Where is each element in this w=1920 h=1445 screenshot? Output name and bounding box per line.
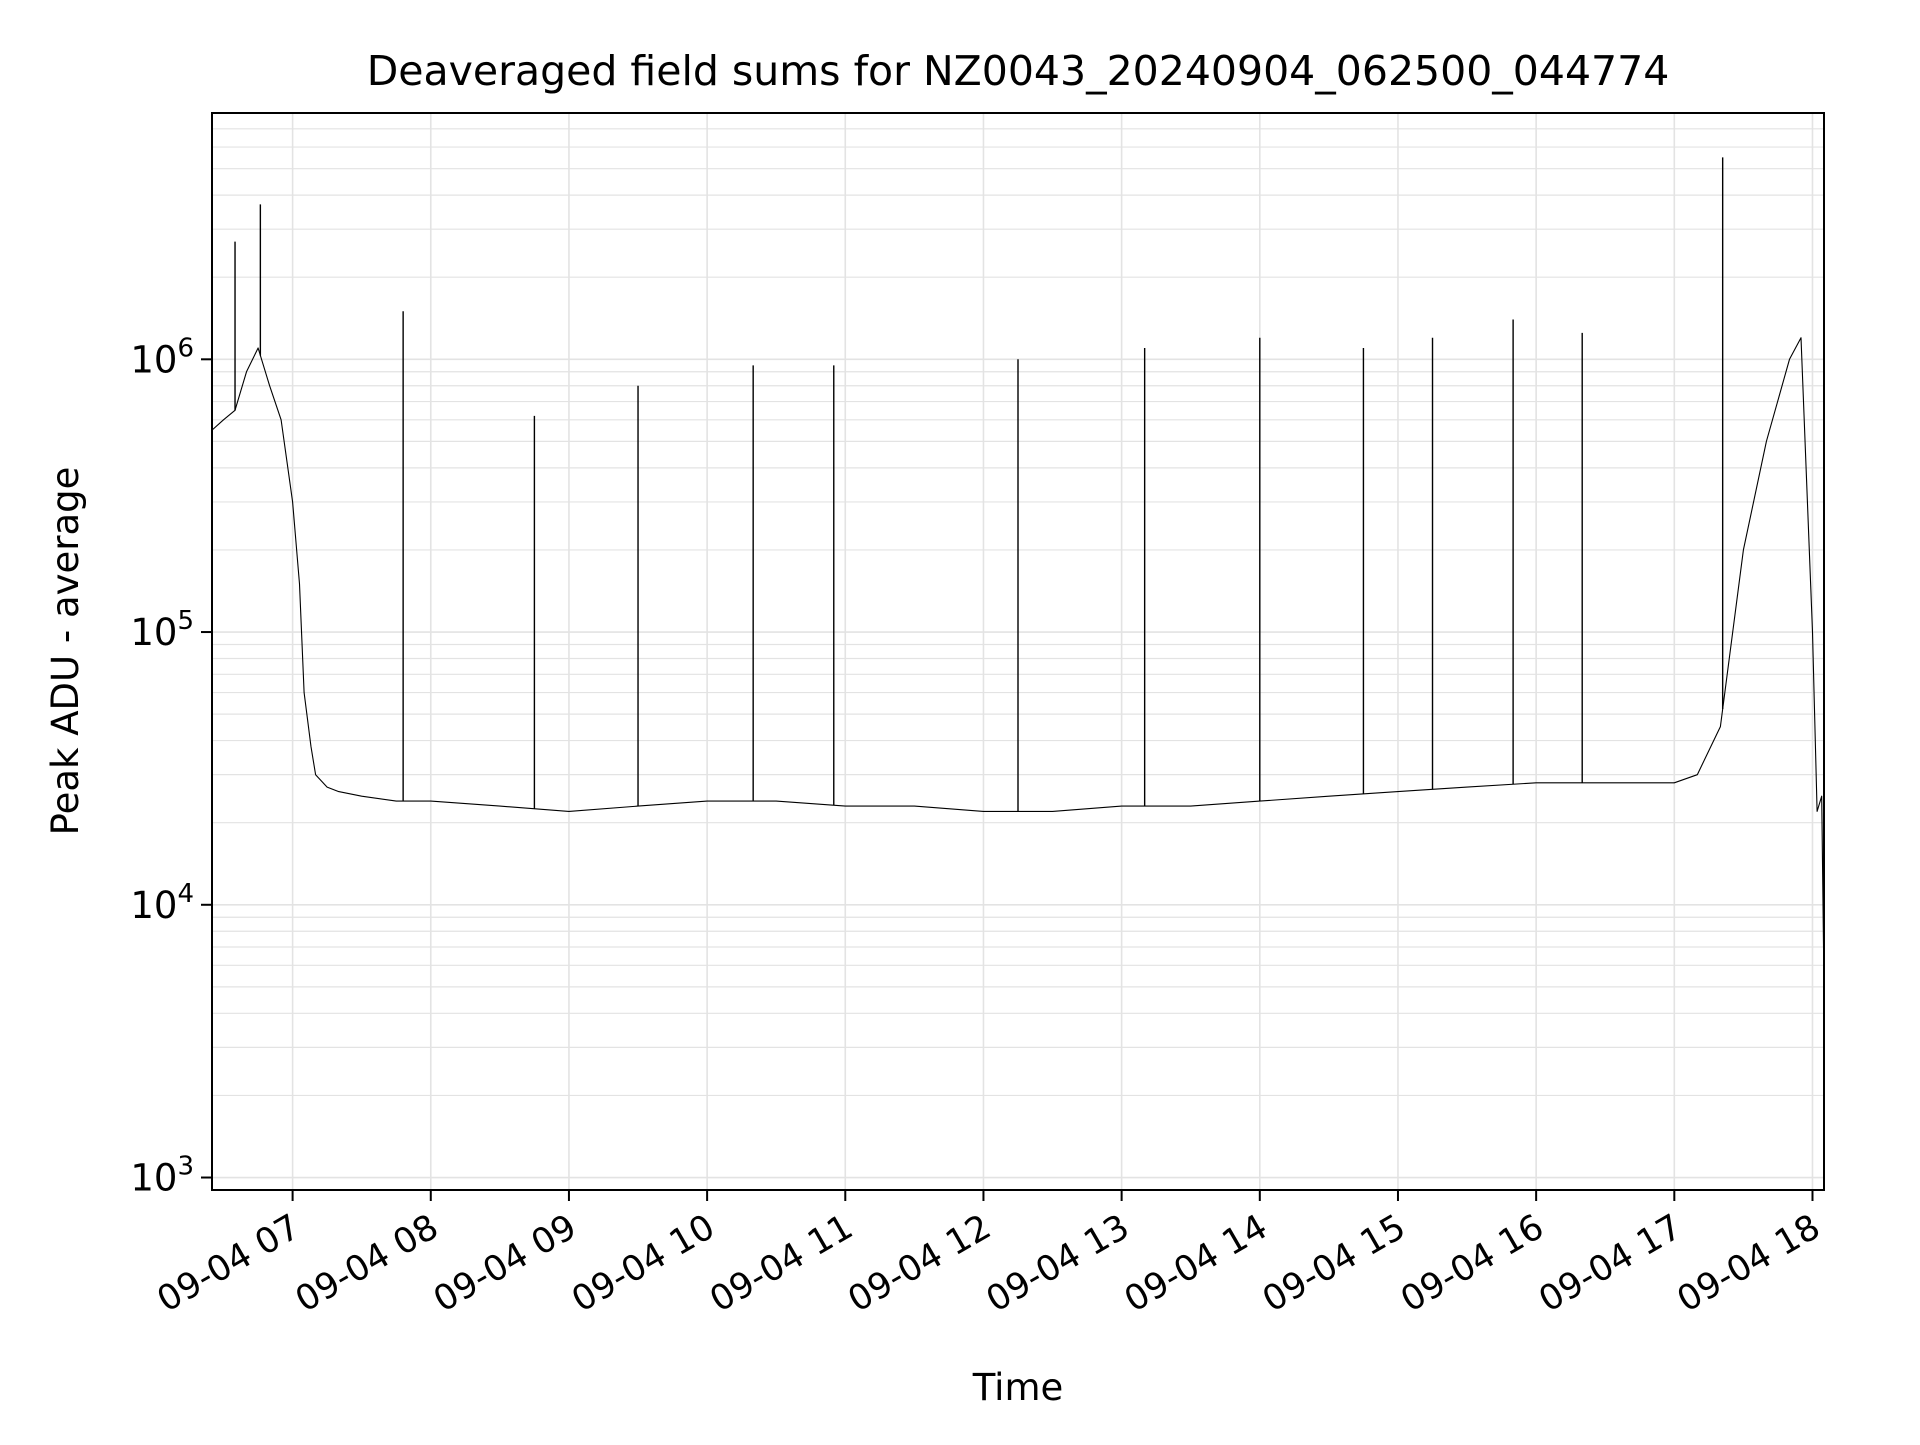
data-series-line [211, 337, 1825, 987]
spike-layer [234, 157, 1724, 812]
y-tick-label: 103 [130, 1152, 194, 1200]
y-tick-label: 106 [130, 333, 194, 381]
y-tick-label: 104 [130, 879, 194, 927]
y-axis-ticks: 103 104 105 106 [130, 333, 212, 1200]
x-axis-label: Time [972, 1366, 1064, 1409]
y-axis-label: Peak ADU - average [44, 467, 87, 836]
chart-title: Deaveraged field sums for NZ0043_2024090… [367, 47, 1670, 95]
plot-frame [211, 112, 1825, 1191]
y-tick-label: 105 [130, 606, 194, 654]
